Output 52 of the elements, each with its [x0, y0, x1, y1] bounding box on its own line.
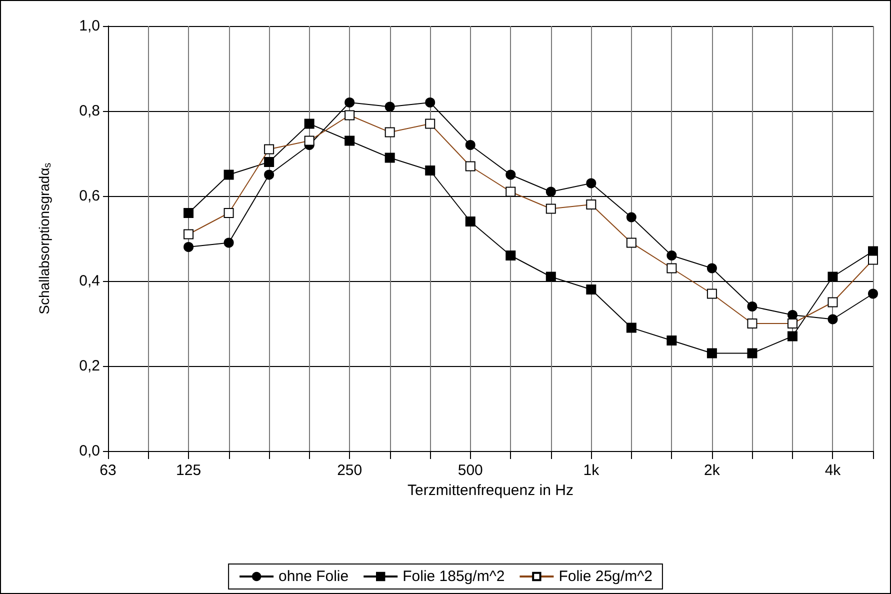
point	[344, 98, 355, 108]
point	[264, 157, 274, 167]
x-tick-label: 4k	[824, 462, 842, 479]
point	[747, 348, 758, 358]
point	[506, 250, 516, 260]
y-tick-label: 0,8	[79, 102, 100, 120]
point	[787, 310, 798, 320]
point	[828, 272, 838, 282]
point	[425, 166, 436, 176]
point	[706, 348, 717, 358]
y-tick-label: 1,0	[79, 18, 100, 34]
point	[586, 284, 596, 294]
point	[384, 102, 395, 112]
legend-label: Folie 185g/m^2	[402, 568, 505, 585]
point	[546, 272, 556, 282]
point	[224, 170, 234, 180]
x-tick-label: 2k	[704, 462, 720, 479]
point	[747, 302, 758, 312]
point	[626, 212, 636, 222]
point	[506, 170, 516, 180]
y-tick-label: 0,6	[79, 188, 100, 204]
point	[706, 263, 717, 274]
point	[626, 322, 636, 333]
legend-label: Folie 25g/m^2	[558, 568, 652, 585]
point	[787, 331, 798, 342]
point	[304, 118, 314, 129]
point	[868, 288, 878, 299]
y-axis-title: Schallabsorptionsgradαs	[36, 162, 54, 314]
point	[344, 136, 355, 146]
point	[184, 208, 194, 218]
point	[384, 152, 395, 163]
point	[264, 170, 274, 180]
y-tick-label: 0,2	[79, 358, 100, 374]
point	[828, 314, 838, 324]
x-axis-title: Terzmittenfrequenz in Hz	[408, 482, 574, 499]
point	[666, 250, 677, 260]
legend-label: ohne Folie	[278, 568, 349, 585]
point	[184, 242, 194, 252]
y-tick-label: 0,4	[79, 272, 100, 290]
x-tick-label: 125	[176, 462, 202, 479]
point	[465, 216, 476, 226]
y-tick-label: 0,0	[79, 442, 100, 460]
x-tick-label: 250	[337, 462, 362, 479]
point	[465, 140, 476, 150]
point	[224, 238, 234, 248]
x-tick-label: 63	[100, 462, 116, 479]
point	[546, 186, 556, 197]
x-tick-label: 1k	[583, 462, 600, 479]
point	[425, 98, 436, 108]
point	[666, 336, 677, 346]
point	[586, 178, 596, 188]
x-tick-label: 500	[458, 462, 483, 479]
